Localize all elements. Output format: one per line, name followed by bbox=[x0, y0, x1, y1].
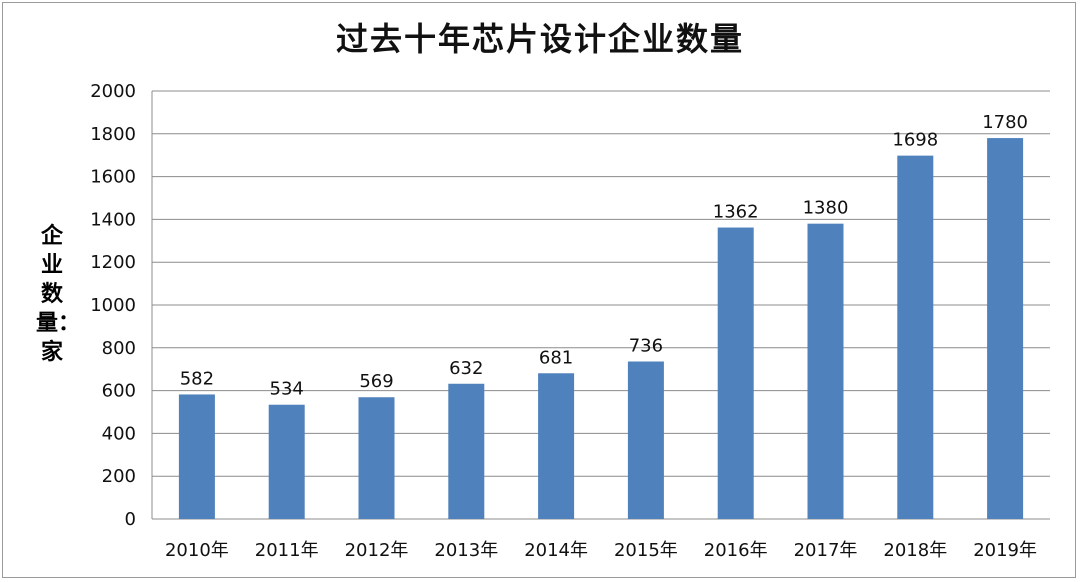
y-tick-labels: 0 200 400 600 800 1000 1200 1400 1600 1800 2000 bbox=[90, 81, 136, 530]
x-tick-label: 2016年 bbox=[704, 540, 768, 561]
data-label: 534 bbox=[270, 379, 304, 400]
bar-2018年 bbox=[897, 155, 934, 520]
bar-2013年 bbox=[448, 383, 485, 519]
y-tick-label: 1800 bbox=[90, 124, 136, 145]
bar-2019年 bbox=[987, 138, 1024, 519]
x-tick-label: 2014年 bbox=[524, 540, 588, 561]
y-tick-label: 1600 bbox=[90, 167, 136, 188]
data-label: 681 bbox=[539, 347, 573, 368]
x-tick-labels: 2010年 2011年 2012年 2013年 2014年 2015年 2016年 2017年… bbox=[165, 540, 1037, 561]
y-axis-label: 企业数量：家 bbox=[36, 224, 81, 365]
bars bbox=[178, 138, 1024, 520]
bar-2012年 bbox=[358, 397, 395, 519]
bar-2016年 bbox=[717, 227, 754, 520]
data-label: 1380 bbox=[803, 198, 849, 219]
data-label: 632 bbox=[449, 358, 483, 379]
x-tick-label: 2012年 bbox=[345, 540, 409, 561]
bar-2015年 bbox=[627, 361, 664, 519]
y-tick-label: 2000 bbox=[90, 81, 136, 102]
bar-2010年 bbox=[178, 394, 215, 519]
data-label: 569 bbox=[359, 371, 393, 392]
data-label: 1362 bbox=[713, 202, 759, 223]
data-label: 582 bbox=[180, 368, 214, 389]
data-label: 736 bbox=[629, 335, 663, 356]
bar-2014年 bbox=[538, 373, 575, 519]
x-tick-label: 2013年 bbox=[434, 540, 498, 561]
data-label: 1780 bbox=[982, 112, 1028, 133]
x-tick-label: 2019年 bbox=[973, 540, 1037, 561]
x-tick-label: 2011年 bbox=[255, 540, 319, 561]
y-tick-label: 1400 bbox=[90, 209, 136, 230]
y-tick-label: 0 bbox=[125, 509, 136, 530]
y-tick-label: 400 bbox=[102, 423, 136, 444]
data-label: 1698 bbox=[892, 130, 938, 151]
y-tick-label: 600 bbox=[102, 381, 136, 402]
y-tick-label: 1200 bbox=[90, 252, 136, 273]
x-tick-label: 2015年 bbox=[614, 540, 678, 561]
bar-2011年 bbox=[268, 404, 305, 519]
x-tick-label: 2017年 bbox=[794, 540, 858, 561]
chart-title: 过去十年芯片设计企业数量 bbox=[335, 20, 744, 58]
x-tick-label: 2018年 bbox=[883, 540, 947, 561]
data-labels: 582 534 569 632 681 736 1362 1380 1698 1780 bbox=[180, 112, 1028, 400]
y-tick-label: 800 bbox=[102, 338, 136, 359]
y-tick-label: 200 bbox=[102, 466, 136, 487]
y-tick-label: 1000 bbox=[90, 295, 136, 316]
bar-2017年 bbox=[807, 223, 844, 519]
x-tick-label: 2010年 bbox=[165, 540, 229, 561]
